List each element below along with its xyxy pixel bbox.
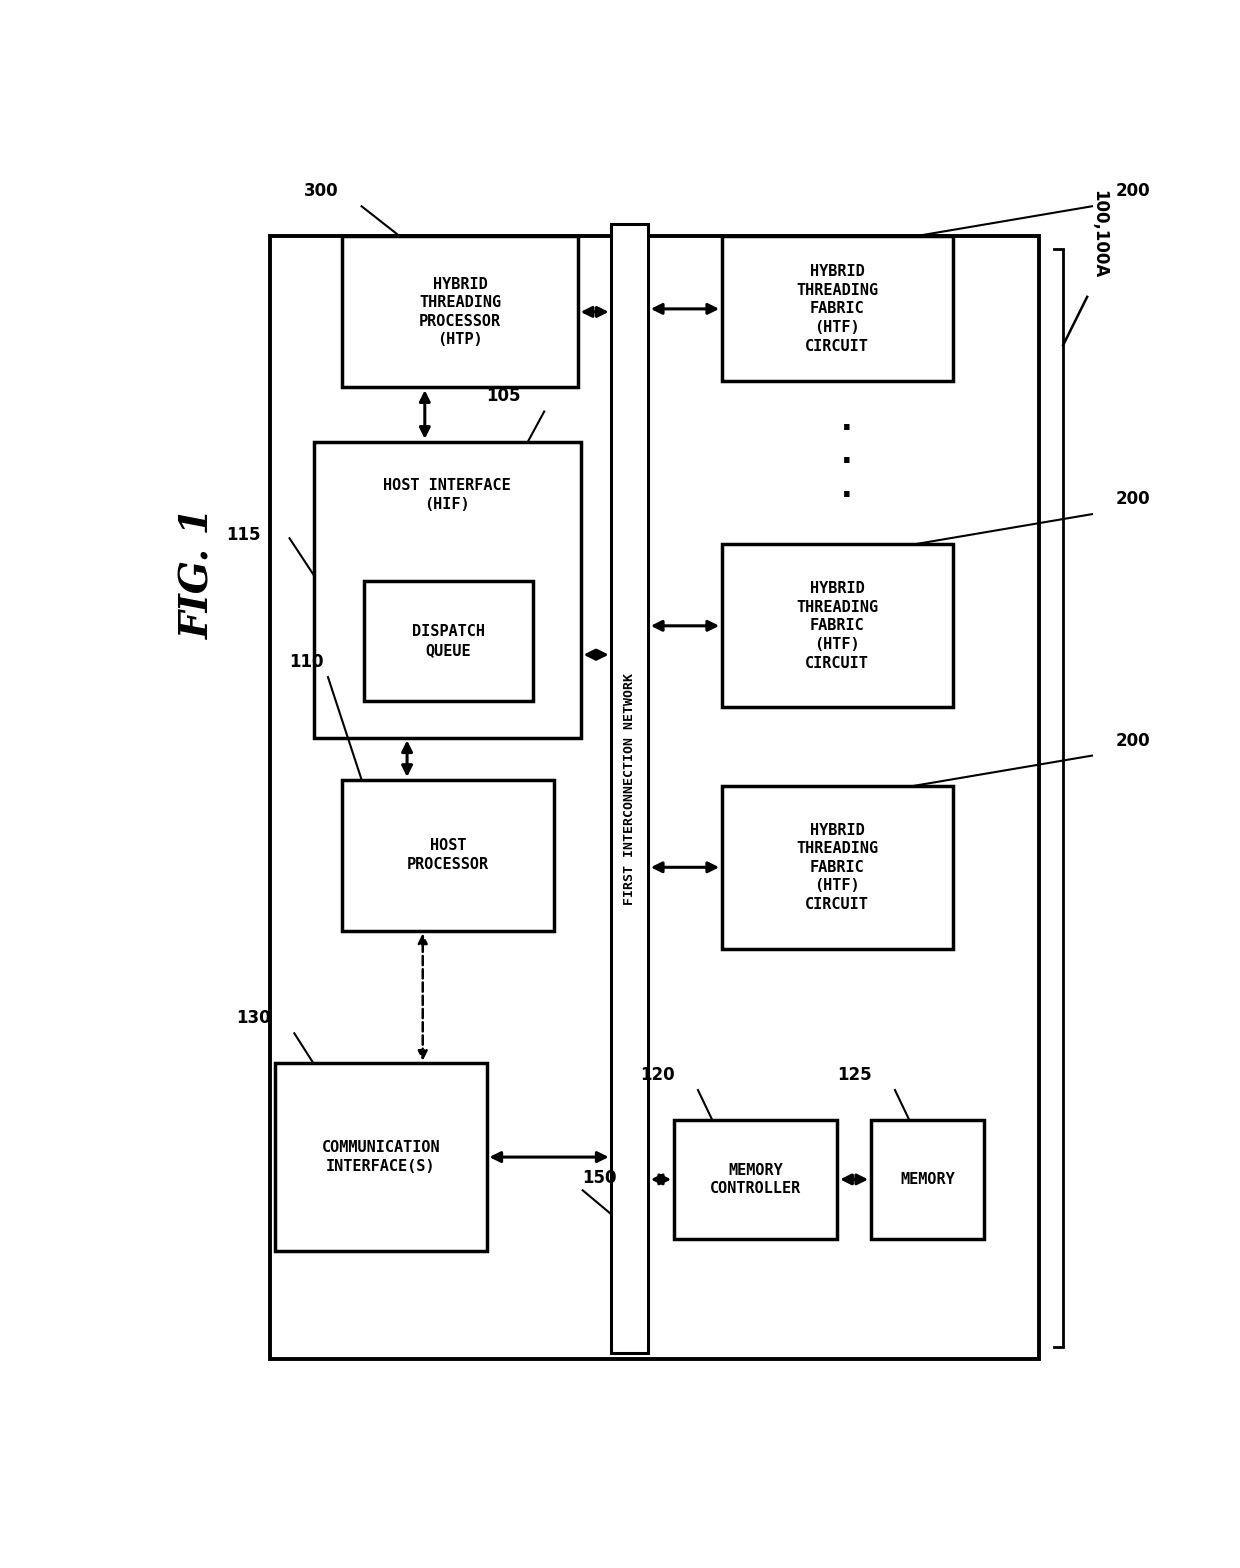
Text: 200: 200 <box>1116 732 1151 750</box>
Bar <box>870 1120 985 1239</box>
Bar <box>722 786 952 949</box>
Text: HYBRID
THREADING
FABRIC
(HTF)
CIRCUIT: HYBRID THREADING FABRIC (HTF) CIRCUIT <box>796 263 878 354</box>
Bar <box>611 224 649 1353</box>
Bar <box>722 237 952 381</box>
Bar <box>275 1063 486 1251</box>
Text: 130: 130 <box>237 1010 272 1027</box>
Text: FIG. 1: FIG. 1 <box>179 508 217 640</box>
Bar <box>675 1120 837 1239</box>
Text: 300: 300 <box>304 182 339 201</box>
Text: MEMORY: MEMORY <box>900 1171 955 1187</box>
Text: ·
·
·: · · · <box>841 414 853 511</box>
Text: MEMORY
CONTROLLER: MEMORY CONTROLLER <box>711 1162 801 1196</box>
Text: DISPATCH
QUEUE: DISPATCH QUEUE <box>412 624 485 657</box>
Text: FIRST INTERCONNECTION NETWORK: FIRST INTERCONNECTION NETWORK <box>624 673 636 905</box>
Text: 200: 200 <box>1116 182 1151 201</box>
Text: HYBRID
THREADING
PROCESSOR
(HTP): HYBRID THREADING PROCESSOR (HTP) <box>419 276 501 348</box>
Text: 150: 150 <box>583 1168 618 1187</box>
Text: HYBRID
THREADING
FABRIC
(HTF)
CIRCUIT: HYBRID THREADING FABRIC (HTF) CIRCUIT <box>796 582 878 671</box>
Text: 125: 125 <box>837 1066 872 1083</box>
Text: 100,100A: 100,100A <box>1090 190 1109 279</box>
Text: 200: 200 <box>1116 491 1151 508</box>
Text: 120: 120 <box>640 1066 675 1083</box>
Text: HYBRID
THREADING
FABRIC
(HTF)
CIRCUIT: HYBRID THREADING FABRIC (HTF) CIRCUIT <box>796 823 878 913</box>
Bar <box>314 442 580 737</box>
Text: COMMUNICATION
INTERFACE(S): COMMUNICATION INTERFACE(S) <box>321 1140 440 1174</box>
Text: 105: 105 <box>486 387 521 406</box>
Text: 110: 110 <box>290 654 324 671</box>
Text: HOST INTERFACE
(HIF): HOST INTERFACE (HIF) <box>383 478 511 511</box>
Bar <box>365 580 533 701</box>
Bar <box>722 544 952 707</box>
Bar <box>342 779 554 931</box>
Text: 115: 115 <box>226 527 260 544</box>
Bar <box>270 237 1039 1359</box>
Bar <box>342 237 578 387</box>
Text: HOST
PROCESSOR: HOST PROCESSOR <box>407 839 489 872</box>
